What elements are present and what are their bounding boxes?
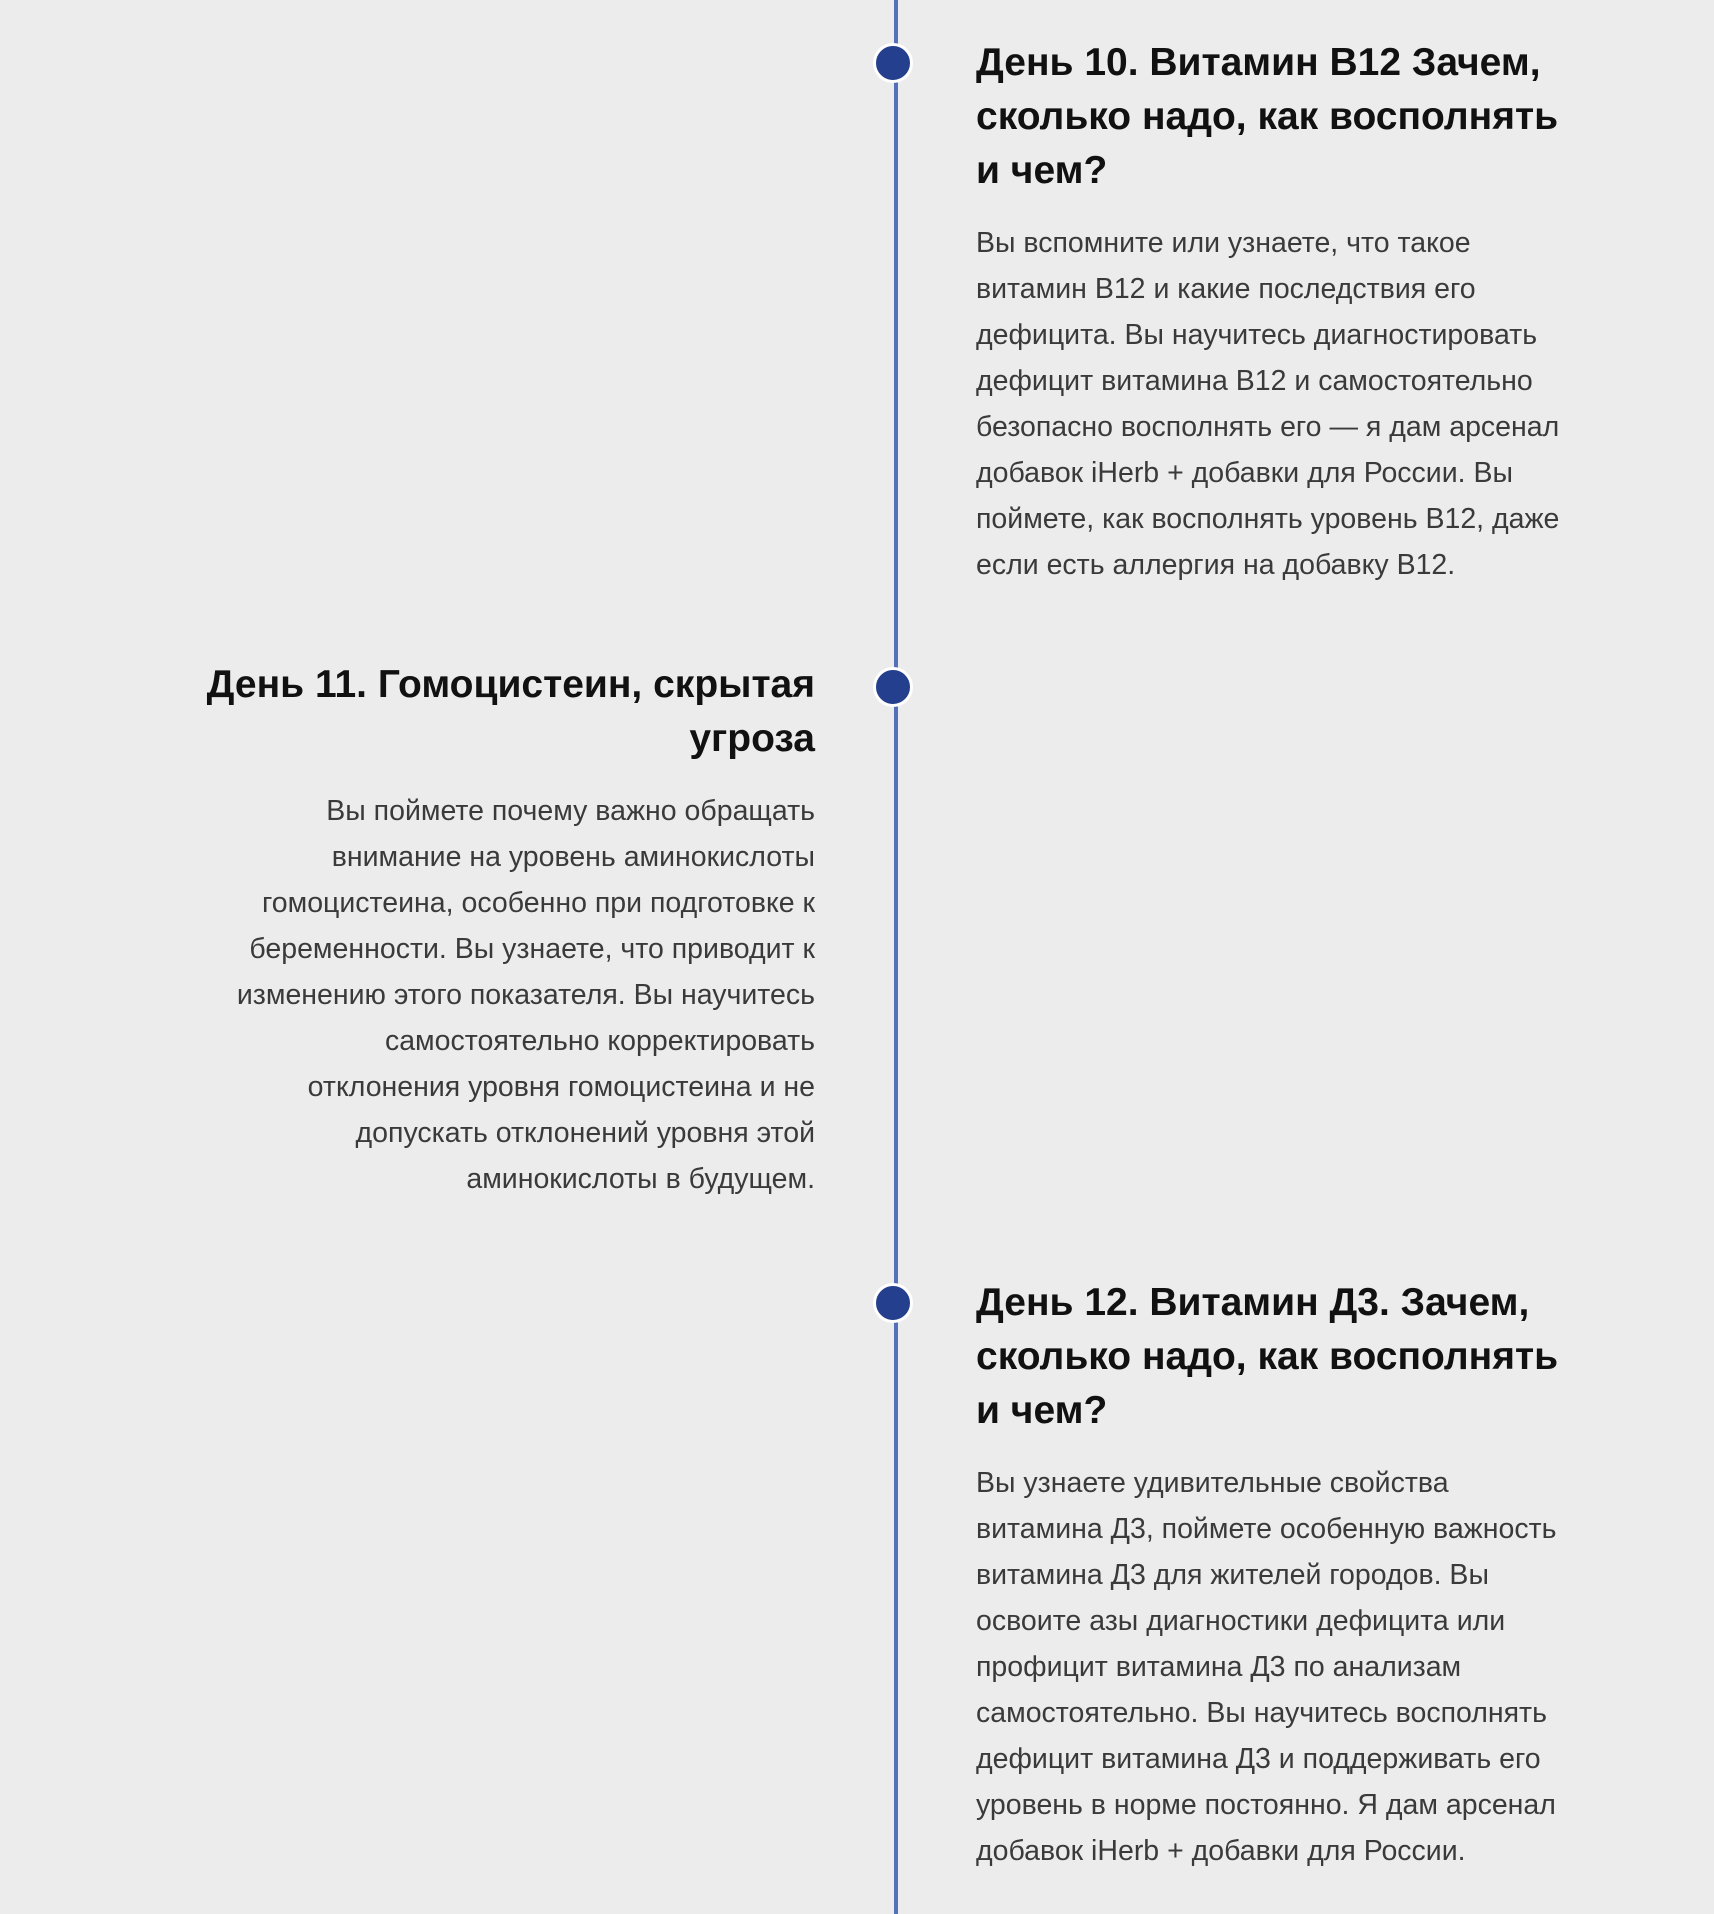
title-line: и чем? (976, 149, 1108, 192)
title-line: День 11. Гомоцистеин, скрытая (206, 663, 815, 706)
description-line: Вы узнаете удивительные свойства (976, 1467, 1449, 1499)
title-line: сколько надо, как восполнять (976, 1335, 1559, 1378)
description-line: добавок iHerb + добавки для России. Вы (976, 457, 1513, 489)
item-title: День 11. Гомоцистеин, скрытая угроза (115, 658, 815, 766)
description-line: витамина Д3, поймете особенную важность (976, 1513, 1557, 1545)
description-line: допускать отклонений уровня этой (355, 1117, 815, 1149)
description-line: профицит витамина Д3 по анализам (976, 1651, 1462, 1683)
title-line: День 10. Витамин В12 Зачем, (976, 41, 1541, 84)
description-line: самостоятельно корректировать (384, 1025, 815, 1057)
timeline-item-day-10: День 10. Витамин В12 Зачем, сколько надо,… (976, 36, 1676, 588)
timeline-item-day-12: День 12. Витамин Д3. Зачем, сколько надо,… (976, 1276, 1676, 1874)
description-line: освоите азы диагностики дефицита или (976, 1605, 1506, 1637)
description-line: если есть аллергия на добавку В12. (976, 549, 1456, 581)
item-title: День 10. Витамин В12 Зачем, сколько надо,… (976, 36, 1676, 198)
title-line: и чем? (976, 1389, 1108, 1432)
description-line: отклонения уровня гомоцистеина и не (307, 1071, 815, 1103)
item-description: Вы вспомните или узнаете, что такое витам… (976, 220, 1676, 588)
description-line: дефицита. Вы научитесь диагностировать (976, 319, 1538, 351)
item-description: Вы узнаете удивительные свойства витамина… (976, 1460, 1676, 1874)
description-line: уровень в норме постоянно. Я дам арсенал (976, 1789, 1556, 1821)
description-line: Вы поймете почему важно обращать (326, 795, 815, 827)
timeline-dot (873, 1283, 913, 1323)
description-line: дефицит витамина Д3 и поддерживать его (976, 1743, 1541, 1775)
timeline-dot (873, 667, 913, 707)
timeline-item-day-11: День 11. Гомоцистеин, скрытая угроза Вы п… (115, 658, 815, 1202)
title-line: День 12. Витамин Д3. Зачем, (976, 1281, 1530, 1324)
timeline-dot (873, 43, 913, 83)
item-description: Вы поймете почему важно обращать внимание… (115, 788, 815, 1202)
description-line: поймете, как восполнять уровень В12, даж… (976, 503, 1560, 535)
description-line: гомоцистеина, особенно при подготовке к (261, 887, 815, 919)
description-line: витамин В12 и какие последствия его (976, 273, 1476, 305)
description-line: витамина Д3 для жителей городов. Вы (976, 1559, 1489, 1591)
title-line: угроза (689, 717, 815, 760)
description-line: дефицит витамина В12 и самостоятельно (976, 365, 1533, 397)
description-line: безопасно восполнять его — я дам арсенал (976, 411, 1560, 443)
timeline-line (894, 0, 898, 1914)
description-line: беременности. Вы узнаете, что приводит к (249, 933, 815, 965)
description-line: Вы вспомните или узнаете, что такое (976, 227, 1471, 259)
description-line: добавок iHerb + добавки для России. (976, 1835, 1466, 1867)
description-line: аминокислоты в будущем. (466, 1163, 815, 1195)
description-line: самостоятельно. Вы научитесь восполнять (976, 1697, 1547, 1729)
description-line: изменению этого показателя. Вы научитесь (236, 979, 815, 1011)
description-line: внимание на уровень аминокислоты (331, 841, 815, 873)
item-title: День 12. Витамин Д3. Зачем, сколько надо,… (976, 1276, 1676, 1438)
title-line: сколько надо, как восполнять (976, 95, 1559, 138)
